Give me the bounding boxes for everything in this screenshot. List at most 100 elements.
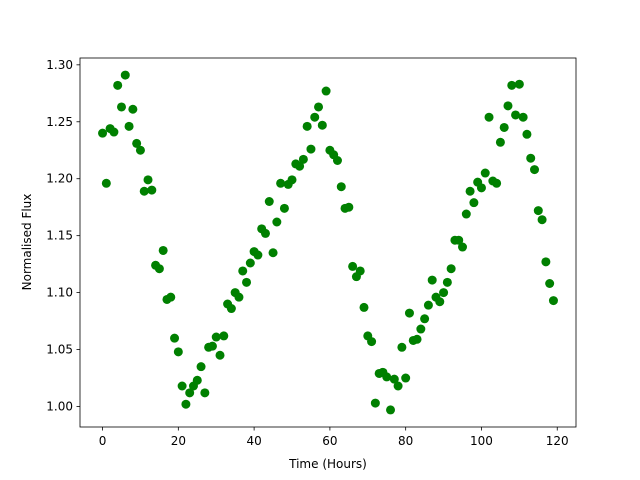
- y-axis-label: Normalised Flux: [20, 194, 34, 291]
- point: [492, 178, 502, 188]
- point: [386, 405, 396, 415]
- point: [507, 80, 517, 90]
- point: [185, 388, 195, 398]
- point: [166, 292, 176, 302]
- point: [495, 137, 505, 147]
- point: [423, 300, 433, 310]
- point: [177, 381, 187, 391]
- point: [355, 266, 365, 276]
- point: [226, 304, 236, 314]
- point: [128, 104, 138, 114]
- point: [135, 145, 145, 155]
- point: [116, 102, 126, 112]
- point: [143, 175, 153, 185]
- point: [101, 178, 111, 188]
- y-tick-label: 1.05: [46, 343, 73, 357]
- x-tick-label: 20: [171, 434, 186, 448]
- point: [173, 347, 183, 357]
- point: [461, 209, 471, 219]
- point: [302, 121, 312, 131]
- point: [427, 275, 437, 285]
- point: [476, 183, 486, 193]
- point: [211, 332, 221, 342]
- point: [359, 302, 369, 312]
- point: [522, 129, 532, 139]
- point: [393, 381, 403, 391]
- point: [458, 242, 468, 252]
- point: [541, 257, 551, 267]
- point: [154, 264, 164, 274]
- point: [310, 112, 320, 122]
- point: [465, 186, 475, 196]
- y-tick-label: 1.15: [46, 229, 73, 243]
- y-tick-label: 1.25: [46, 115, 73, 129]
- point: [196, 362, 206, 372]
- point: [314, 102, 324, 112]
- point: [370, 398, 380, 408]
- point: [533, 206, 543, 216]
- point: [120, 70, 130, 80]
- y-tick-label: 1.30: [46, 58, 73, 72]
- y-tick-label: 1.00: [46, 400, 73, 414]
- point: [109, 127, 119, 137]
- point: [397, 342, 407, 352]
- point: [287, 175, 297, 185]
- point: [382, 372, 392, 382]
- point: [268, 248, 278, 258]
- point: [480, 168, 490, 178]
- point: [147, 185, 157, 195]
- x-tick-label: 60: [322, 434, 337, 448]
- point: [344, 202, 354, 212]
- point: [530, 165, 540, 175]
- point: [545, 279, 555, 288]
- point: [404, 308, 414, 318]
- point: [526, 153, 536, 163]
- x-tick-label: 120: [546, 434, 569, 448]
- point: [132, 138, 142, 148]
- x-axis-label: Time (Hours): [288, 457, 367, 471]
- point: [389, 374, 399, 384]
- point: [253, 250, 263, 260]
- point: [272, 217, 282, 227]
- point: [306, 144, 316, 154]
- point: [139, 186, 149, 196]
- point: [454, 235, 464, 245]
- point: [234, 292, 244, 302]
- point: [442, 277, 452, 287]
- point: [401, 373, 411, 383]
- point: [439, 288, 449, 298]
- x-tick-label: 100: [470, 434, 493, 448]
- x-tick-label: 0: [99, 434, 107, 448]
- point: [548, 296, 558, 306]
- point: [260, 228, 270, 238]
- point: [348, 261, 358, 271]
- point: [215, 350, 225, 360]
- point: [469, 198, 479, 208]
- point: [238, 266, 248, 276]
- point: [170, 333, 180, 343]
- point: [518, 112, 528, 122]
- axes-frame: [79, 57, 577, 428]
- point: [113, 80, 123, 90]
- point: [511, 110, 521, 120]
- point: [200, 388, 210, 398]
- point: [276, 178, 286, 188]
- point: [446, 264, 456, 274]
- point: [158, 245, 168, 255]
- point: [245, 258, 255, 268]
- point: [416, 324, 426, 334]
- y-tick-label: 1.20: [46, 172, 73, 186]
- point: [332, 156, 342, 165]
- point: [420, 314, 430, 324]
- point: [537, 215, 547, 225]
- x-tick-label: 40: [246, 434, 261, 448]
- point: [435, 297, 445, 307]
- point: [181, 399, 191, 409]
- point: [207, 341, 217, 351]
- point: [279, 203, 289, 213]
- point: [367, 337, 377, 347]
- point: [192, 375, 202, 385]
- point: [484, 112, 494, 122]
- x-tick-label: 80: [398, 434, 413, 448]
